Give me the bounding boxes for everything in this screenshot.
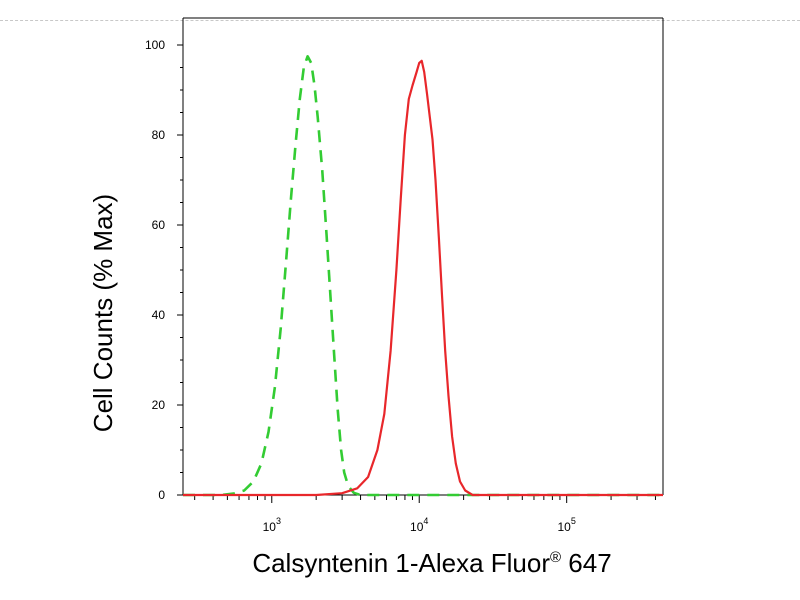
y-tick-label: 40 [152,308,166,322]
x-tick-label: 104 [410,516,428,534]
control-histogram-line [183,55,663,497]
sample-histogram-line [183,59,663,497]
x-axis-title-main: Calsyntenin 1-Alexa Fluor [252,548,550,578]
y-tick-label: 80 [152,128,166,142]
top-border-line [0,20,800,21]
y-ticks-group: 0 20 40 60 80 100 [145,38,183,502]
y-axis-title: Cell Counts (% Max) [88,194,118,432]
series-group [183,55,663,497]
x-tick-label: 103 [263,516,281,534]
x-axis-title-registered-mark: ® [550,549,561,566]
y-tick-label: 0 [158,488,165,502]
axes-group [182,17,664,496]
x-tick-label: 105 [557,516,575,534]
x-ticks-group: 103 104 105 [194,495,656,534]
y-tick-label: 60 [152,218,166,232]
x-axis-title: Calsyntenin 1-Alexa Fluor® 647 [252,548,611,578]
x-axis-title-channel: 647 [561,548,612,578]
y-tick-label: 20 [152,398,166,412]
y-tick-label: 100 [145,38,165,52]
